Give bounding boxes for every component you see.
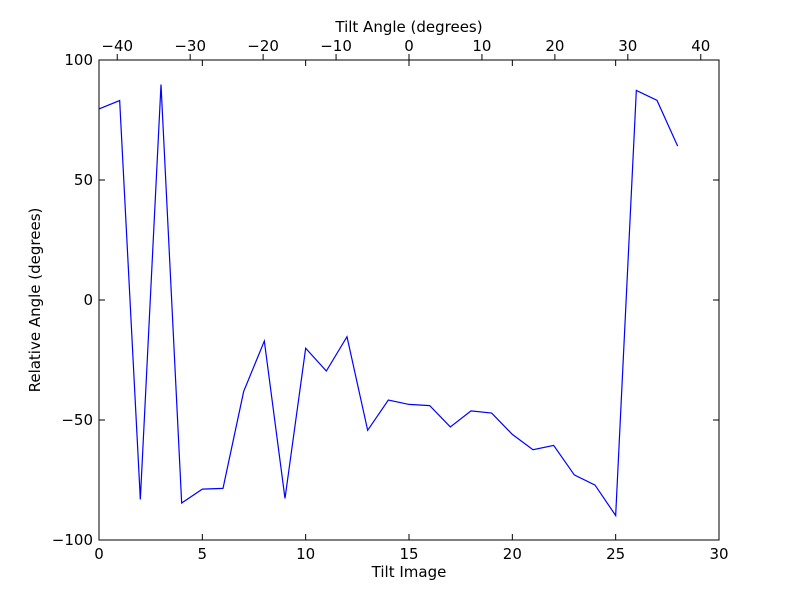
series-layer [98, 84, 679, 518]
y-tick-label: 50 [74, 171, 93, 189]
x2-tick-label: 10 [472, 37, 491, 55]
x-tick-label: 15 [399, 545, 418, 563]
x2-axis-title: Tilt Angle (degrees) [334, 18, 482, 36]
axis-ticks [98, 54, 720, 541]
plot-background [99, 60, 719, 540]
y-tick-label: 0 [83, 291, 93, 309]
x2-tick-label: −10 [320, 37, 352, 55]
x2-tick-label: 30 [618, 37, 637, 55]
y-tick-label: −100 [52, 531, 93, 549]
x-tick-label: 20 [503, 545, 522, 563]
series-line [98, 84, 679, 518]
x2-tick-label: −40 [101, 37, 133, 55]
x2-tick-label: 20 [545, 37, 564, 55]
x-tick-label: 5 [198, 545, 208, 563]
x-tick-label: 0 [94, 545, 104, 563]
y-axis-title: Relative Angle (degrees) [26, 208, 44, 393]
y-tick-label: −50 [61, 411, 93, 429]
x-axis-title: Tilt Image [371, 563, 447, 581]
x-tick-label: 30 [709, 545, 728, 563]
x2-tick-label: 40 [691, 37, 710, 55]
x-tick-label: 25 [606, 545, 625, 563]
y-tick-label: 100 [64, 51, 93, 69]
x2-tick-label: −30 [174, 37, 206, 55]
x2-tick-label: −20 [247, 37, 279, 55]
plot-frame [98, 59, 720, 541]
x-tick-label: 10 [296, 545, 315, 563]
x2-tick-label: 0 [404, 37, 414, 55]
tick-labels: 0 5 10 15 20 25 30−40 −30 −20 −10 0 10 20 30 40−100−50… [52, 37, 729, 563]
